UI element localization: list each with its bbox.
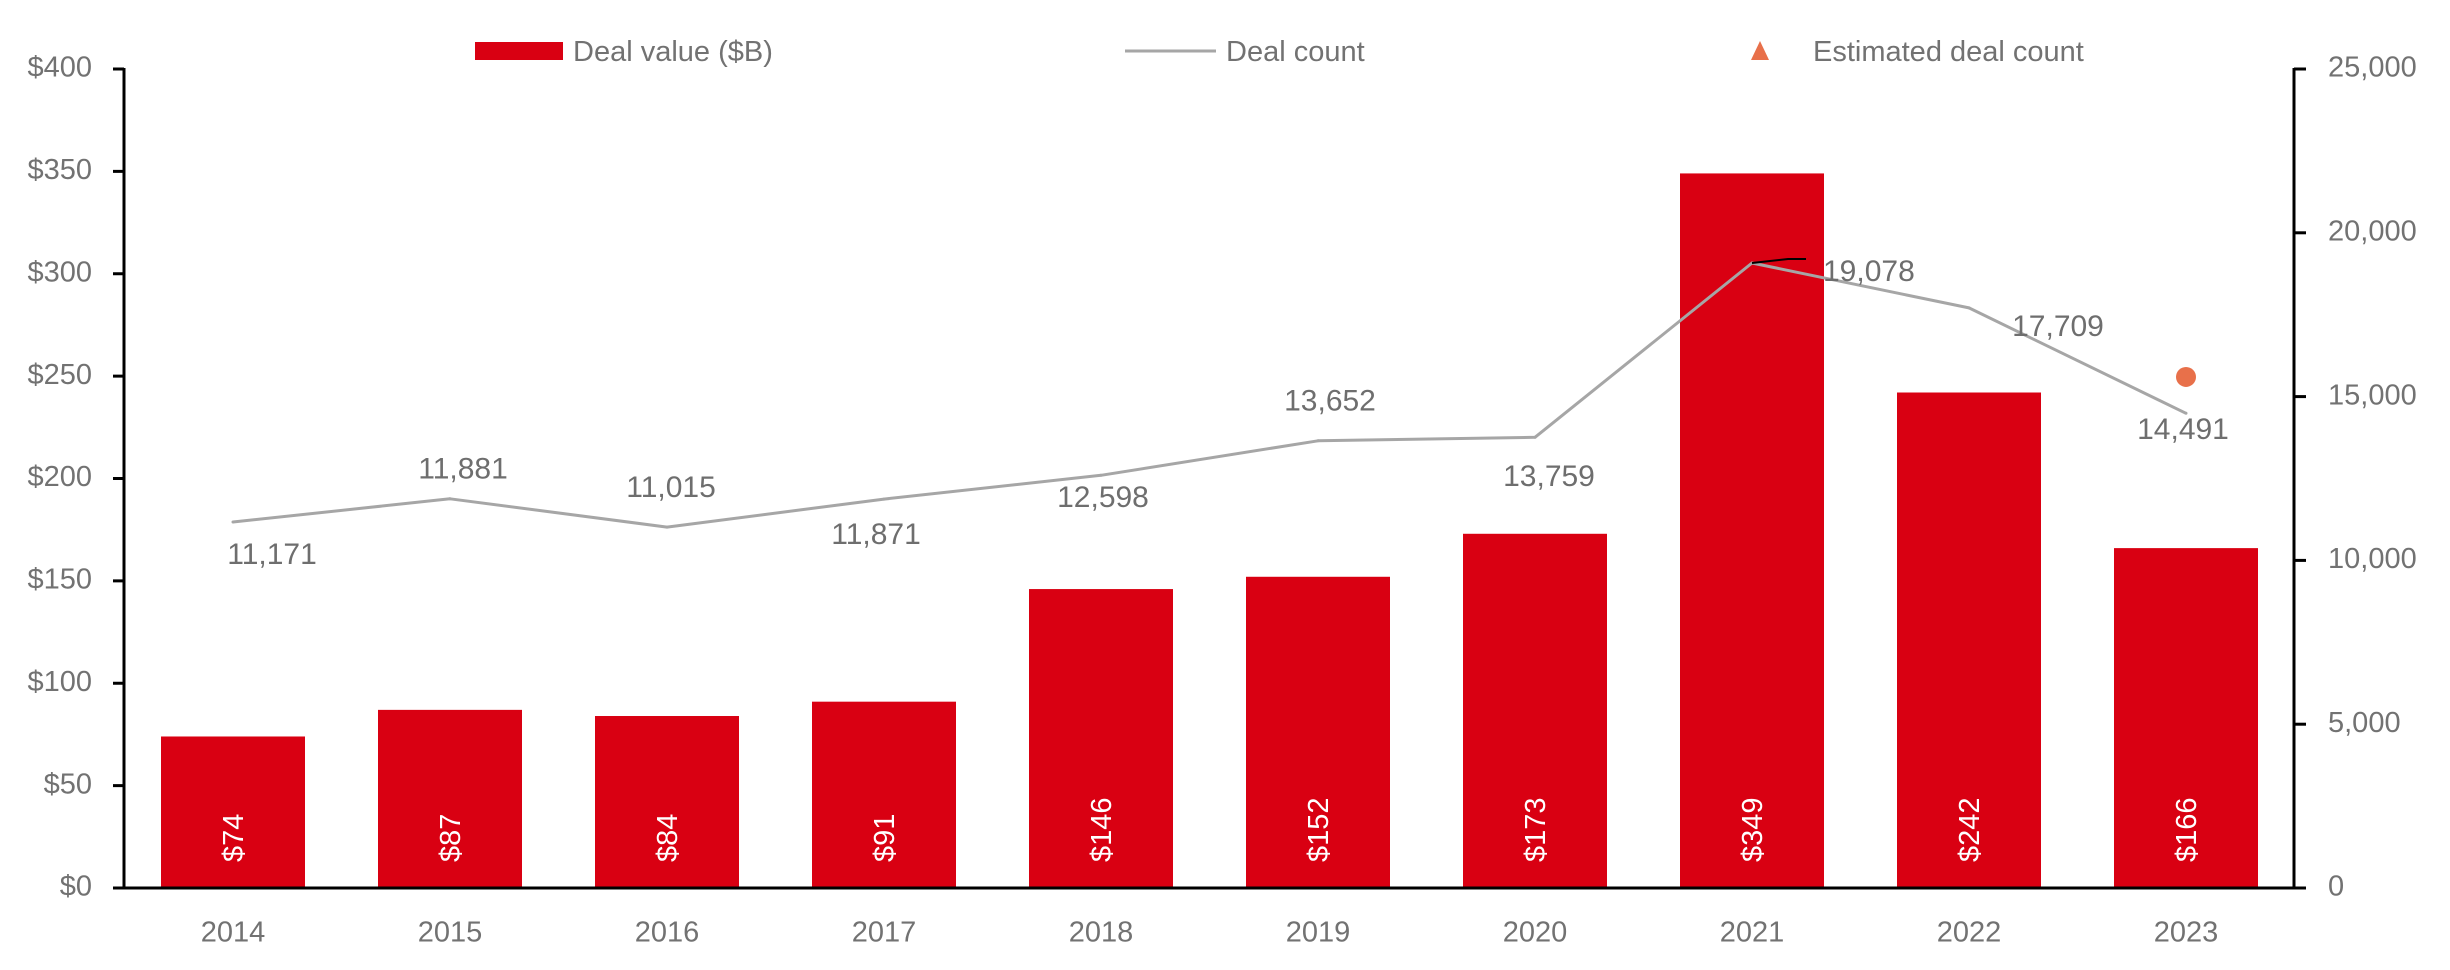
bar-2016 [595,716,739,888]
bar-label-2014: $74 [218,814,250,862]
y-tick-left-label: $300 [27,256,92,288]
legend-swatch-estimated-deal-count [1751,41,1769,60]
deal-count-point-2015 [448,497,452,501]
bar-label-2020: $173 [1520,797,1552,862]
deal-count-label-2023: 14,491 [2137,413,2229,446]
y-tick-right-label: 15,000 [2328,379,2417,411]
deal-count-label-2018: 12,598 [1057,481,1149,514]
x-tick-label-2020: 2020 [1503,917,1568,949]
x-tick-label-2019: 2019 [1286,917,1351,949]
bar-2015 [378,709,522,888]
deal-count-label-2022: 17,709 [2012,310,2104,343]
legend-label-deal-count: Deal count [1226,36,1365,68]
y-tick-left-label: $200 [27,461,92,493]
x-tick-label-2022: 2022 [1937,917,2002,949]
x-tick-label-2023: 2023 [2154,917,2219,949]
bar-2019 [1246,576,1390,888]
y-tick-right-label: 10,000 [2328,543,2417,575]
bar-2020 [1463,533,1607,888]
bar-2017 [812,701,956,888]
bar-2014 [161,736,305,888]
y-tick-left-label: $0 [60,871,92,903]
deal-count-line [232,261,2187,529]
x-tick-label-2017: 2017 [852,917,917,949]
deal-count-label-2017: 11,871 [831,518,921,551]
deal-count-label-2016: 11,015 [626,471,716,504]
scatter-series-estimated-deal-count [2176,366,2196,387]
deal-count-label-2014: 11,171 [227,538,317,571]
y-ticks-right: 0 5,000 10,000 15,000 20,000 25,000 [2294,52,2417,903]
y-tick-right-label: 5,000 [2328,707,2401,739]
bar-label-2023: $166 [2171,797,2203,862]
deal-count-label-2021: 19,078 [1823,255,1915,288]
y-ticks-left: $0 $50 $100 $150 $200 $250 $300 $350 $400 [27,52,124,903]
y-tick-right-label: 25,000 [2328,52,2417,84]
bar-label-2021: $349 [1737,797,1769,862]
deal-count-point-2018 [1099,473,1103,477]
legend: Deal value ($B) Deal count Estimated dea… [475,36,2084,68]
deal-count-point-2017 [882,497,886,501]
x-tick-label-2016: 2016 [635,917,700,949]
y-tick-left-label: $250 [27,359,92,391]
leader-line-2021 [1751,258,1806,264]
bar-label-2015: $87 [435,814,467,862]
bar-2021 [1680,173,1824,889]
y-tick-right-label: 0 [2328,871,2344,903]
line-labels: 11,171 11,881 11,015 11,871 12,598 13,652 13,7… [227,255,2229,571]
legend-swatch-deal-value [475,42,563,60]
y-tick-left-label: $400 [27,52,92,84]
line-series-deal-count [231,258,2188,529]
y-tick-left-label: $50 [44,768,92,800]
bar-2022 [1897,392,2041,888]
x-tick-label-2014: 2014 [201,917,266,949]
bar-label-2017: $91 [869,814,901,862]
bar-series-deal-value [161,173,2258,889]
x-tick-label-2021: 2021 [1720,917,1785,949]
deal-count-label-2020: 13,759 [1503,460,1595,493]
legend-label-estimated-deal-count: Estimated deal count [1813,36,2084,68]
deal-count-label-2015: 11,881 [418,453,508,486]
deal-count-point-2016 [665,525,669,529]
bar-label-2022: $242 [1954,797,1986,862]
bar-labels: $74 $87 $84 $91 $146 $152 $173 $349 $242 $166 [218,797,2203,862]
bar-2018 [1029,589,1173,888]
y-tick-left-label: $350 [27,154,92,186]
bar-label-2016: $84 [652,814,684,862]
deal-count-point-2022 [1967,306,1971,310]
y-tick-left-label: $150 [27,564,92,596]
deal-count-label-2019: 13,652 [1284,385,1376,418]
deal-count-point-2020 [1533,435,1537,439]
x-ticks: 2014 2015 2016 2017 2018 2019 2020 2021 2022 2023 [201,917,2219,949]
bar-label-2019: $152 [1303,797,1335,862]
bar-label-2018: $146 [1086,797,1118,862]
y-tick-right-label: 20,000 [2328,215,2417,247]
y-tick-left-label: $100 [27,666,92,698]
legend-label-deal-value: Deal value ($B) [573,36,773,68]
deal-count-point-2023 [2184,411,2188,415]
x-tick-label-2015: 2015 [418,917,483,949]
deal-count-point-2019 [1316,439,1320,443]
x-tick-label-2018: 2018 [1069,917,1134,949]
bar-2023 [2114,548,2258,888]
deal-count-point-2014 [231,520,235,524]
estimated-deal-count-marker-2023 [2176,366,2196,387]
